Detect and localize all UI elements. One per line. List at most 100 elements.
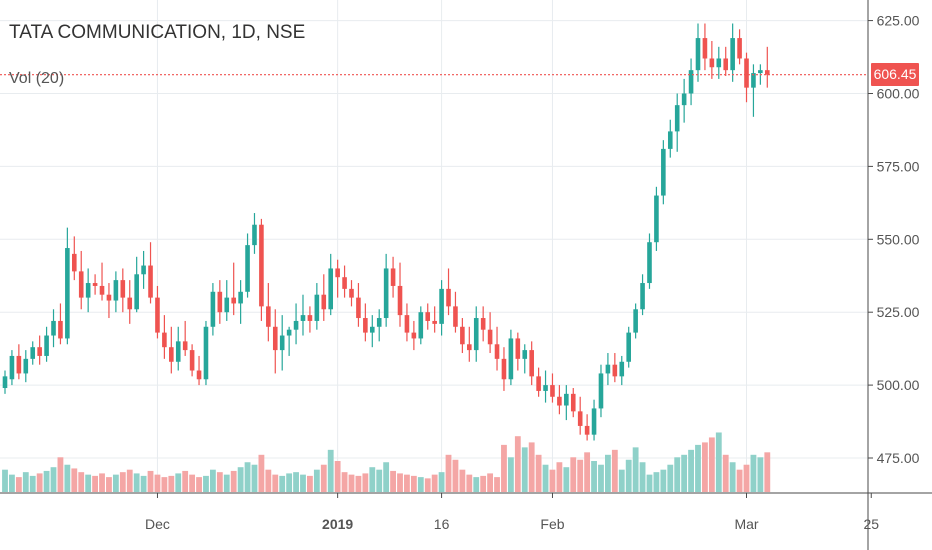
volume-bar (438, 472, 445, 492)
volume-bar (216, 472, 223, 492)
volume-bar (404, 474, 410, 492)
candle-body (467, 344, 472, 351)
volume-bar (189, 474, 196, 492)
volume-bar (424, 478, 431, 492)
volume-bar (196, 477, 202, 492)
candle-body (72, 253, 77, 272)
candle-body (383, 268, 389, 319)
volume-bar (521, 447, 528, 492)
volume-bar (591, 461, 597, 492)
volume-indicator-label[interactable]: Vol (20) (9, 70, 65, 87)
candle (127, 280, 133, 324)
volume-bar (126, 469, 133, 492)
candle-body (619, 361, 625, 377)
volume-bar (300, 474, 306, 492)
volume-bar (736, 469, 743, 492)
candle (37, 335, 42, 365)
volume-bar (383, 462, 390, 492)
volume-bar (570, 457, 577, 492)
price-axis[interactable]: 475.00 500.00 525.00 550.00 575.00 600.00 625.… (868, 13, 920, 466)
volume-bar (36, 473, 43, 492)
time-axis[interactable]: Dec 2019 16 Feb Mar 25 (145, 493, 879, 532)
price-tick-label: 525.00 (877, 304, 920, 320)
volume-bar (688, 449, 694, 492)
candle (681, 78, 687, 123)
candle (383, 253, 389, 327)
candle (494, 326, 500, 371)
candle-body (522, 350, 528, 359)
candle (467, 326, 472, 362)
candle-body (674, 105, 680, 132)
volume-bar (598, 464, 604, 492)
candle (661, 140, 666, 205)
candle-body (667, 131, 673, 149)
volume-bar (563, 467, 570, 492)
volume-bar (507, 457, 514, 492)
candle (730, 23, 735, 82)
volume-bar (258, 454, 265, 492)
candle-body (543, 385, 548, 391)
candle-body (189, 350, 195, 371)
volume-bar (133, 473, 140, 492)
time-tick-label: 2019 (322, 516, 353, 532)
candle-body (252, 224, 257, 246)
candle (640, 274, 645, 316)
price-tick-label: 575.00 (877, 158, 920, 174)
candle (349, 280, 354, 307)
volume-bar (611, 449, 618, 492)
candle (737, 29, 742, 65)
volume-bar (549, 469, 556, 492)
candle-body (501, 358, 507, 380)
candle (515, 332, 521, 371)
candle (543, 370, 548, 403)
candle-body (245, 245, 250, 292)
candle (175, 326, 181, 371)
candle-body (127, 297, 133, 310)
time-tick-label: Feb (540, 516, 564, 532)
candle-body (369, 326, 375, 333)
candle-body (155, 297, 160, 333)
candle (674, 93, 680, 152)
candle-body (65, 248, 70, 339)
candle-body (723, 58, 729, 71)
candle (314, 283, 320, 330)
candle-body (266, 306, 271, 327)
candle (9, 350, 15, 386)
volume-bar (660, 469, 667, 492)
candle (356, 283, 361, 327)
price-tick-label: 550.00 (877, 231, 920, 247)
volume-bar (764, 452, 771, 492)
candle (557, 385, 562, 415)
candle (252, 213, 257, 254)
candle (460, 318, 465, 354)
volume-bar (265, 469, 272, 492)
candle-body (272, 326, 278, 351)
candle (16, 344, 22, 380)
candle-body (418, 312, 424, 339)
candle-body (2, 376, 8, 389)
volume-bar (92, 475, 99, 492)
candle-body (564, 393, 569, 406)
candle-body (557, 396, 562, 406)
candle (480, 306, 486, 342)
plot-background (0, 0, 868, 493)
volume-bar (203, 475, 209, 492)
price-tick-label: 475.00 (877, 450, 920, 466)
candle-body (390, 268, 396, 286)
candle (647, 233, 652, 289)
volume-bar (9, 474, 15, 492)
candle (44, 326, 49, 362)
volume-bar (320, 464, 327, 492)
candle-body (612, 364, 618, 377)
candle (272, 309, 278, 374)
volume-bar (743, 464, 750, 492)
candle (425, 303, 431, 330)
volume-bar (327, 449, 334, 492)
volume-bar (632, 447, 639, 492)
candle-body (58, 320, 63, 339)
volume-bar (535, 454, 542, 492)
candle-body (432, 320, 437, 324)
volume-bar (112, 474, 119, 492)
time-tick-label: Mar (734, 516, 758, 532)
candle-body (196, 370, 202, 380)
